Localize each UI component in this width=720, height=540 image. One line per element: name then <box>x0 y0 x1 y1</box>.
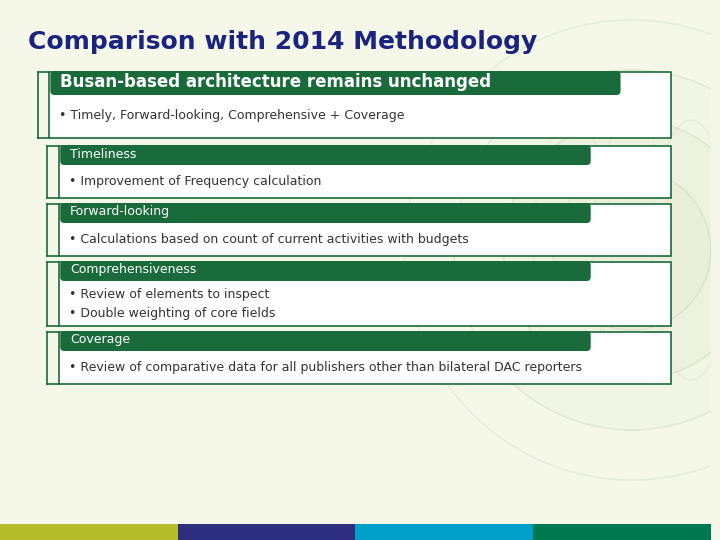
Text: • Review of comparative data for all publishers other than bilateral DAC reporte: • Review of comparative data for all pub… <box>69 361 582 374</box>
Bar <box>178 524 356 540</box>
Text: Comprehensiveness: Comprehensiveness <box>70 264 197 276</box>
FancyBboxPatch shape <box>60 203 590 223</box>
Circle shape <box>454 70 720 430</box>
Text: Forward-looking: Forward-looking <box>70 206 170 219</box>
Bar <box>0 524 178 540</box>
FancyBboxPatch shape <box>50 71 621 95</box>
Text: Busan-based architecture remains unchanged: Busan-based architecture remains unchang… <box>60 73 491 91</box>
Bar <box>356 524 533 540</box>
FancyBboxPatch shape <box>60 261 590 281</box>
Circle shape <box>503 120 720 380</box>
Text: • Timely, Forward-looking, Comprehensive + Coverage: • Timely, Forward-looking, Comprehensive… <box>59 110 405 123</box>
Bar <box>59 262 671 326</box>
Text: • Review of elements to inspect: • Review of elements to inspect <box>69 288 269 301</box>
Text: • Double weighting of core fields: • Double weighting of core fields <box>69 307 276 320</box>
Circle shape <box>553 170 711 330</box>
Bar <box>59 146 671 198</box>
Bar <box>59 204 671 256</box>
Text: Coverage: Coverage <box>70 334 130 347</box>
Bar <box>50 72 671 138</box>
Text: • Improvement of Frequency calculation: • Improvement of Frequency calculation <box>69 174 321 187</box>
FancyBboxPatch shape <box>60 145 590 165</box>
Bar <box>533 524 711 540</box>
Text: Timeliness: Timeliness <box>70 147 137 160</box>
Text: Comparison with 2014 Methodology: Comparison with 2014 Methodology <box>27 30 537 54</box>
Bar <box>59 332 671 384</box>
Text: • Calculations based on count of current activities with budgets: • Calculations based on count of current… <box>69 233 469 246</box>
FancyBboxPatch shape <box>60 331 590 351</box>
